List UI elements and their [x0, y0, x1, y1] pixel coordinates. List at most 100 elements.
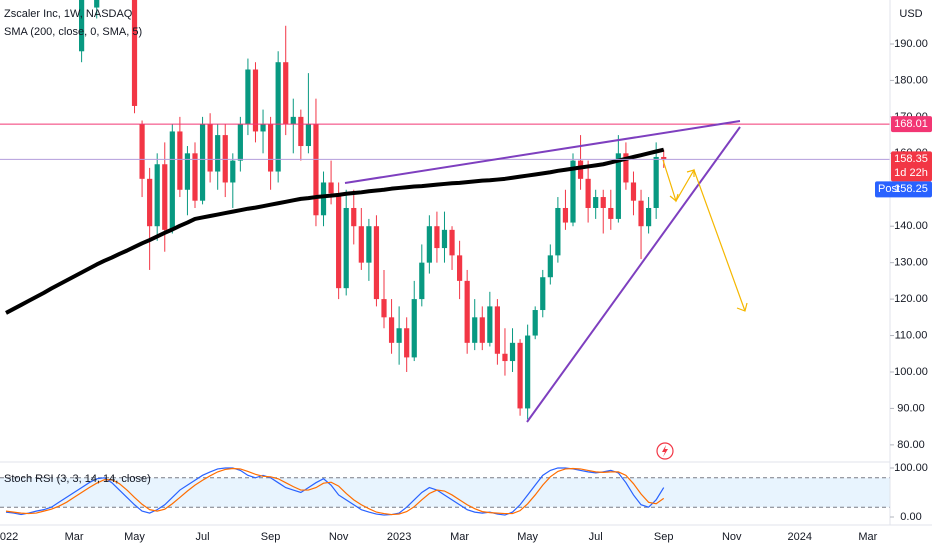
x-tick-label: 2024 [788, 531, 812, 543]
x-tick-label: Jul [196, 531, 210, 543]
candle-body [434, 226, 440, 249]
x-tick-label: May [124, 531, 145, 543]
trend-line [344, 120, 741, 184]
price-label: 158.35 [894, 153, 928, 165]
candle-body [615, 153, 621, 219]
projection-arrow [662, 159, 746, 312]
y-tick-label: 180.00 [894, 74, 928, 86]
candle-body [381, 299, 387, 318]
price-pane [0, 0, 890, 420]
symbol-title: Zscaler Inc, 1W, NASDAQ [4, 8, 133, 20]
price-label: 168.01 [894, 118, 928, 130]
price-label-box [891, 116, 932, 133]
candle-body [525, 335, 531, 409]
x-tick-label: Sep [654, 531, 674, 543]
candle-body [358, 226, 364, 263]
stoch-pane [0, 467, 890, 516]
candle-body [366, 226, 372, 263]
stoch-line [5, 467, 665, 516]
candle-body [570, 160, 576, 223]
candle-body [449, 229, 455, 256]
candle-body [147, 178, 153, 227]
candle-body [283, 62, 289, 125]
x-tick-label: Jul [589, 531, 603, 543]
candle-body [131, 0, 138, 106]
candle-body [509, 342, 516, 362]
candle-body [139, 124, 145, 179]
arrow-head [736, 302, 748, 312]
candle-body [260, 124, 266, 132]
candle-body [411, 299, 417, 358]
x-tick-label: 2023 [387, 531, 411, 543]
candle-body [177, 131, 183, 190]
candle-body [547, 255, 553, 278]
candle-body [207, 124, 213, 172]
candle-body [94, 0, 100, 8]
candle-body [184, 153, 191, 190]
x-tick-label: May [517, 531, 538, 543]
candle-body [199, 124, 206, 201]
candle-body [464, 280, 470, 343]
x-tick-label: Nov [329, 531, 349, 543]
candle-body [192, 153, 198, 201]
countdown-label: 1d 22h [894, 167, 928, 179]
candle-body [169, 131, 175, 230]
candle-body [593, 197, 599, 208]
y-tick-label: 120.00 [894, 293, 928, 305]
candle-body [222, 135, 228, 183]
candle-body [373, 226, 380, 300]
post-label-box [875, 181, 932, 198]
candle-body [661, 156, 667, 160]
stoch-line [5, 467, 665, 516]
stoch-legend: Stoch RSI (3, 3, 14, 14, close) [4, 473, 151, 485]
post-label-value: 158.25 [894, 183, 928, 195]
candle-body [268, 124, 274, 172]
candle-body [328, 182, 334, 194]
candle-body [305, 124, 311, 147]
candle-body [336, 193, 342, 289]
drawings [344, 120, 748, 460]
x-tick-label: Mar [450, 531, 469, 543]
candle-body [343, 207, 349, 289]
candle-body [540, 277, 546, 311]
candle-body [79, 0, 85, 52]
candle-body [230, 160, 236, 183]
sma-line [5, 147, 665, 315]
candle-body [298, 116, 304, 147]
candle-body [472, 317, 478, 343]
candle-body [441, 229, 448, 249]
y-tick-label: 0.00 [900, 511, 921, 523]
y-tick-label: 80.00 [897, 439, 925, 451]
y-tick-label: 130.00 [894, 257, 928, 269]
candle-body [494, 306, 500, 354]
candle-body [630, 182, 637, 201]
candle-body [555, 207, 561, 256]
candle-body [585, 178, 591, 208]
x-tick-label: Sep [261, 531, 281, 543]
currency-label: USD [899, 8, 922, 20]
x-tick-label: Mar [858, 531, 877, 543]
y-tick-label: 100.00 [894, 366, 928, 378]
x-tick-label: Nov [722, 531, 742, 543]
candle-body [313, 124, 319, 216]
trend-line [526, 126, 741, 423]
candle-body [404, 328, 410, 358]
candle-body [600, 197, 606, 208]
candle-body [532, 310, 538, 336]
candle-body [351, 207, 357, 227]
y-tick-label: 110.00 [895, 329, 928, 341]
candle-body [502, 353, 508, 362]
x-tick-label: 2022 [0, 531, 18, 543]
candle-body [638, 200, 644, 227]
y-tick-label: 190.00 [894, 38, 928, 50]
stoch-band [0, 477, 890, 508]
price-label-box [891, 151, 932, 182]
candle-body [215, 135, 221, 172]
y-tick-label: 90.00 [897, 402, 925, 414]
candle-body [426, 226, 432, 263]
candle-body [388, 317, 395, 343]
x-tick-label: Mar [65, 531, 84, 543]
